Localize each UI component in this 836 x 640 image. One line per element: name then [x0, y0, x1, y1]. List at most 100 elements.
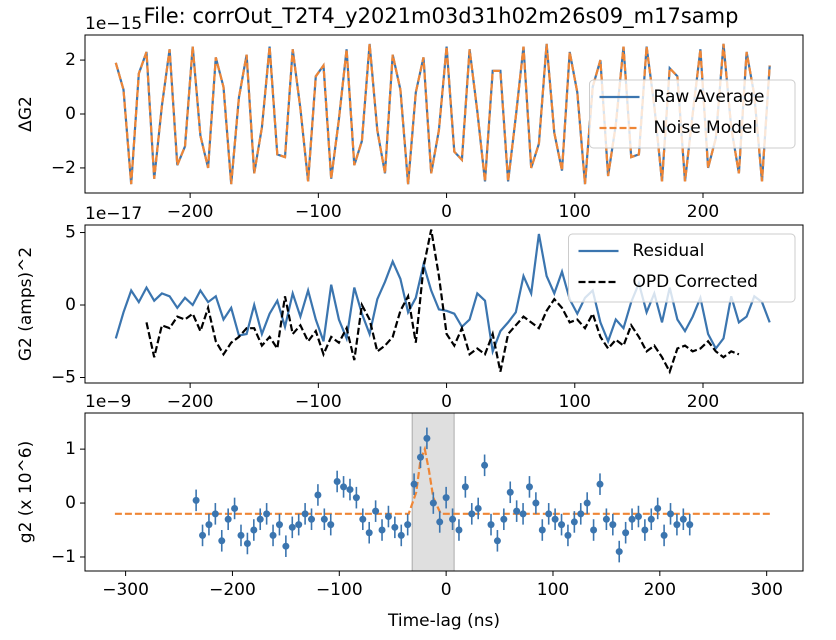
point — [596, 480, 604, 488]
point — [275, 521, 283, 529]
x-tick-label: −300 — [102, 580, 149, 600]
x-tick-label: 0 — [441, 392, 452, 412]
point — [679, 515, 687, 523]
x-tick-label: 0 — [441, 580, 452, 600]
point — [384, 513, 392, 521]
x-tick-label: −100 — [295, 392, 342, 412]
point — [352, 494, 360, 502]
x-tick-label: 100 — [537, 580, 569, 600]
point — [686, 521, 694, 529]
figure-title: File: corrOut_T2T4_y2021m03d31h02m26s09_… — [144, 4, 739, 29]
series-line — [145, 229, 740, 375]
y-tick-label: 0 — [65, 493, 76, 513]
point — [243, 539, 251, 547]
point — [423, 434, 431, 442]
point — [474, 504, 482, 512]
point — [218, 537, 226, 545]
point — [346, 486, 354, 494]
x-tick-label: 0 — [441, 202, 452, 222]
y-axis-label: g2 (x 10^6) — [16, 441, 36, 543]
point — [558, 521, 566, 529]
legend-label: Noise Model — [654, 118, 758, 138]
x-tick-label: −200 — [167, 202, 214, 222]
point — [449, 515, 457, 523]
point — [314, 491, 322, 499]
point — [320, 515, 328, 523]
offset-text: 1e−15 — [85, 14, 142, 34]
x-tick-label: 100 — [559, 202, 591, 222]
point — [583, 499, 591, 507]
point — [231, 504, 239, 512]
y-tick-label: 0 — [65, 104, 76, 124]
point — [500, 515, 508, 523]
point — [519, 510, 527, 518]
point — [577, 510, 585, 518]
y-axis-label: ΔG2 — [16, 96, 36, 132]
point — [551, 515, 559, 523]
x-tick-label: 200 — [644, 580, 676, 600]
point — [391, 523, 399, 531]
point — [570, 518, 578, 526]
legend-box — [589, 79, 796, 149]
point — [590, 526, 598, 534]
legend-box — [568, 233, 796, 303]
point — [365, 529, 373, 537]
point — [404, 521, 412, 529]
point — [634, 513, 642, 521]
point — [538, 526, 546, 534]
point — [308, 515, 316, 523]
point — [263, 510, 271, 518]
offset-text: 1e−17 — [85, 204, 142, 224]
y-tick-label: −2 — [51, 158, 76, 178]
point — [641, 526, 649, 534]
point — [211, 510, 219, 518]
y-tick-label: −5 — [51, 367, 76, 387]
legend-label: Raw Average — [654, 87, 765, 107]
point — [654, 504, 662, 512]
point — [340, 483, 348, 491]
axes-frame — [84, 224, 804, 384]
y-tick-label: 1 — [65, 439, 76, 459]
point — [493, 537, 501, 545]
x-axis-label: Time-lag (ns) — [387, 611, 500, 631]
point — [282, 542, 290, 550]
point — [333, 477, 341, 485]
legend-label: Residual — [633, 241, 705, 261]
point — [442, 494, 450, 502]
point — [250, 526, 258, 534]
point — [301, 510, 309, 518]
point — [295, 521, 303, 529]
point — [532, 499, 540, 507]
point — [416, 453, 424, 461]
point — [545, 510, 553, 518]
x-tick-label: −200 — [167, 392, 214, 412]
point — [481, 461, 489, 469]
point — [506, 488, 514, 496]
point — [237, 531, 245, 539]
axes-frame — [84, 412, 804, 572]
model-line — [114, 445, 772, 515]
series-line — [114, 43, 771, 185]
point — [660, 531, 668, 539]
point — [288, 523, 296, 531]
point — [615, 548, 623, 556]
point — [673, 521, 681, 529]
point — [256, 515, 264, 523]
point — [602, 515, 610, 523]
point — [410, 480, 418, 488]
point — [199, 531, 207, 539]
point — [429, 499, 437, 507]
point — [468, 510, 476, 518]
y-axis-label: G2 (amps)^2 — [16, 247, 36, 361]
point — [628, 515, 636, 523]
x-tick-label: −100 — [295, 202, 342, 222]
point — [667, 510, 675, 518]
x-tick-label: 200 — [687, 202, 719, 222]
y-tick-label: 2 — [65, 50, 76, 70]
point — [525, 483, 533, 491]
x-tick-label: 300 — [750, 580, 782, 600]
y-tick-label: 0 — [65, 295, 76, 315]
point — [205, 521, 213, 529]
x-tick-label: −200 — [209, 580, 256, 600]
